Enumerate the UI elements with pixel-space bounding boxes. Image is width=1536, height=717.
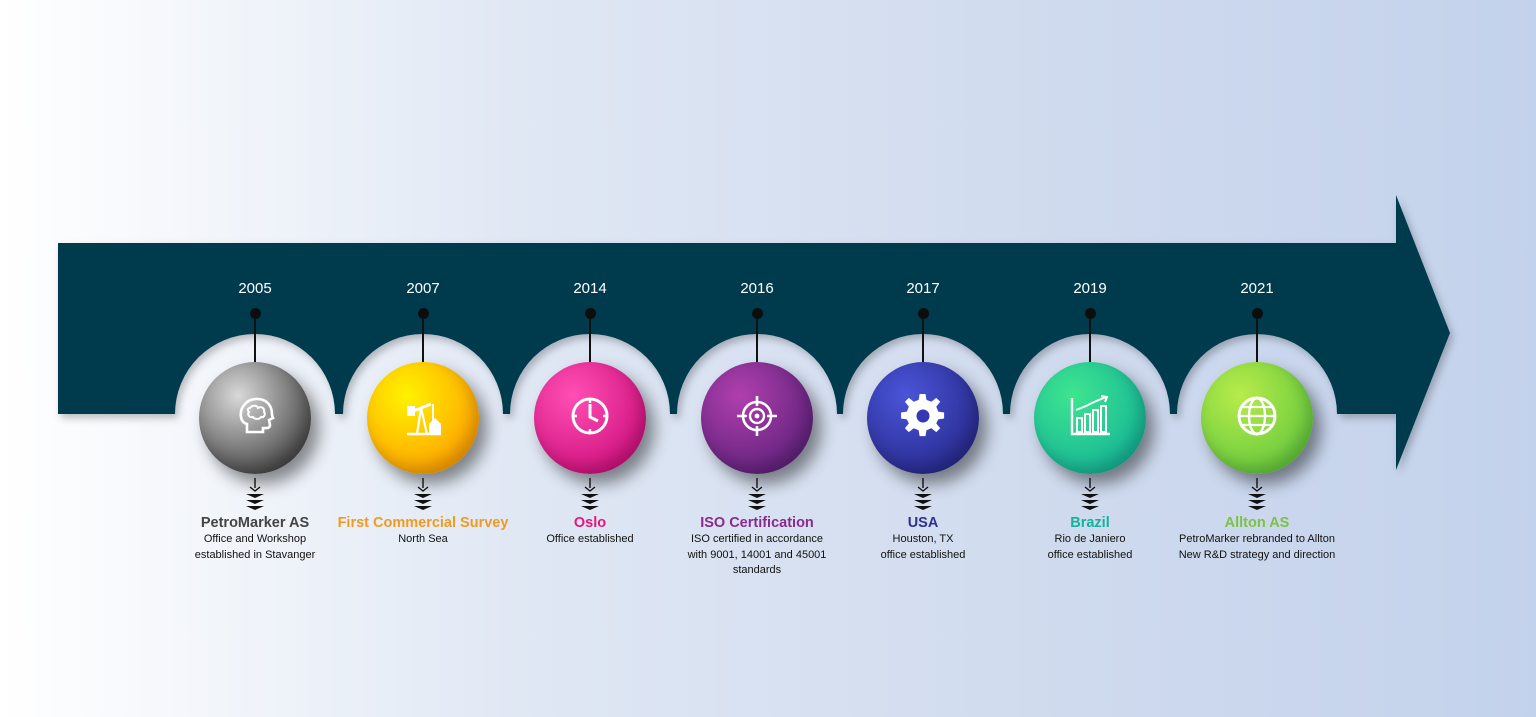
milestone-description: Office established bbox=[546, 533, 634, 545]
milestone-description: with 9001, 14001 and 45001 bbox=[687, 548, 827, 561]
milestone-label: USA Houston, TX office established bbox=[823, 514, 1023, 563]
down-arrow-icon bbox=[581, 478, 599, 510]
milestone-pin-dot bbox=[249, 308, 261, 319]
milestone-pin-line bbox=[1256, 318, 1258, 368]
milestone-label: PetroMarker AS Office and Workshop establi… bbox=[155, 514, 355, 563]
milestone-pin-dot bbox=[584, 308, 596, 319]
milestone-node bbox=[199, 362, 311, 474]
globe-icon bbox=[1235, 394, 1279, 443]
oil-pump-icon bbox=[401, 394, 445, 443]
down-arrow-icon bbox=[414, 478, 432, 510]
milestone-description: ISO certified in accordance bbox=[690, 533, 824, 545]
clock-icon bbox=[568, 394, 612, 443]
milestone-pin-dot bbox=[1084, 308, 1096, 319]
milestone-description: office established bbox=[880, 548, 966, 561]
milestone-description: New R&D strategy and direction bbox=[1178, 548, 1336, 561]
down-arrow-icon bbox=[914, 478, 932, 510]
milestone-pin-line bbox=[589, 318, 591, 368]
milestone-node bbox=[534, 362, 646, 474]
milestone-description: standards bbox=[732, 564, 782, 576]
milestone-description: North Sea bbox=[398, 533, 448, 545]
milestone-title: Oslo bbox=[573, 515, 607, 531]
down-arrow-icon bbox=[1248, 478, 1266, 510]
target-icon bbox=[735, 394, 779, 443]
milestone-year: 2014 bbox=[573, 280, 607, 297]
down-arrow-icon bbox=[748, 478, 766, 510]
milestone-year: 2019 bbox=[1073, 280, 1107, 297]
milestone-description: Office and Workshop bbox=[203, 533, 307, 545]
milestone-title: PetroMarker AS bbox=[200, 515, 310, 531]
milestone-pin-line bbox=[922, 318, 924, 368]
milestone-description: PetroMarker rebranded to Allton bbox=[1179, 533, 1335, 545]
milestone-node bbox=[1034, 362, 1146, 474]
milestone-pin-line bbox=[422, 318, 424, 368]
down-arrow-icon bbox=[246, 478, 264, 510]
timeline-arrow bbox=[58, 195, 1450, 470]
milestone-year: 2005 bbox=[238, 280, 272, 297]
milestone-pin-dot bbox=[751, 308, 763, 319]
brain-head-icon bbox=[233, 394, 277, 443]
milestone-year: 2007 bbox=[406, 280, 440, 297]
milestone-label: ISO Certification ISO certified in accord… bbox=[657, 514, 857, 579]
milestone-pin-dot bbox=[917, 308, 929, 319]
milestone-label: Oslo Office established bbox=[490, 514, 690, 548]
milestone-description: office established bbox=[1047, 548, 1133, 561]
milestone-title: ISO Certification bbox=[700, 515, 814, 531]
milestone-description: established in Stavanger bbox=[194, 548, 316, 561]
milestone-year: 2021 bbox=[1240, 280, 1274, 297]
milestone-node bbox=[1201, 362, 1313, 474]
milestone-pin-dot bbox=[1251, 308, 1263, 319]
milestone-label: Allton AS PetroMarker rebranded to Allton… bbox=[1157, 514, 1357, 563]
milestone-year: 2016 bbox=[740, 280, 774, 297]
milestone-description: Houston, TX bbox=[892, 533, 954, 545]
bar-chart-icon bbox=[1068, 394, 1112, 443]
milestone-description: Rio de Janiero bbox=[1054, 533, 1126, 545]
milestone-pin-line bbox=[1089, 318, 1091, 368]
milestone-year: 2017 bbox=[906, 280, 940, 297]
milestone-label: Brazil Rio de Janiero office established bbox=[990, 514, 1190, 563]
milestone-node bbox=[701, 362, 813, 474]
milestone-pin-line bbox=[756, 318, 758, 368]
milestone-node bbox=[367, 362, 479, 474]
milestone-title: First Commercial Survey bbox=[337, 515, 509, 531]
milestone-label: First Commercial Survey North Sea bbox=[323, 514, 523, 548]
down-arrow-icon bbox=[1081, 478, 1099, 510]
milestone-pin-line bbox=[254, 318, 256, 368]
gear-icon bbox=[901, 393, 945, 443]
milestone-title: Brazil bbox=[1070, 515, 1110, 531]
milestone-pin-dot bbox=[417, 308, 429, 319]
milestone-title: USA bbox=[907, 515, 939, 531]
milestone-node bbox=[867, 362, 979, 474]
milestone-title: Allton AS bbox=[1224, 515, 1290, 531]
